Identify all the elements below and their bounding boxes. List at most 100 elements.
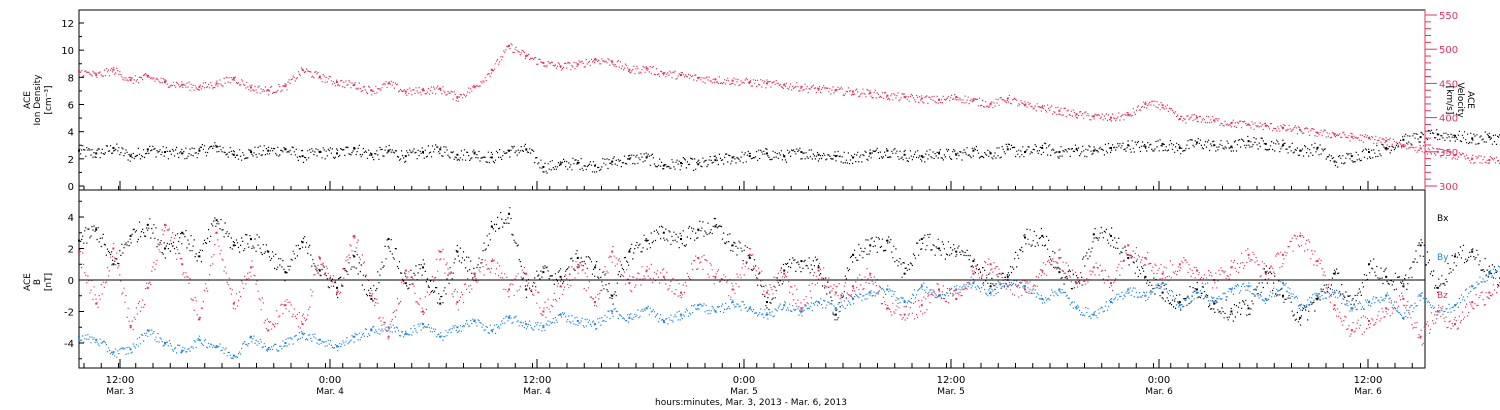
velocity-point	[1264, 124, 1267, 127]
bx-point	[439, 302, 442, 305]
bz-point	[1282, 253, 1284, 256]
by-point	[542, 326, 545, 329]
by-point	[920, 285, 923, 288]
by-point	[215, 345, 218, 348]
by-point	[164, 342, 166, 344]
bx-point	[198, 255, 201, 258]
bz-point	[1075, 282, 1078, 285]
ion-density-point	[594, 164, 596, 167]
bz-point	[250, 266, 252, 269]
by-point	[353, 335, 356, 338]
by-point	[1230, 288, 1233, 291]
ion-density-point	[542, 165, 545, 168]
bx-point	[1471, 250, 1474, 253]
bz-point	[628, 282, 631, 285]
top-right-ylabel-line3: [km/s]	[1444, 86, 1454, 115]
bz-point	[1058, 256, 1061, 259]
ion-density-point	[1419, 136, 1422, 139]
bx-point	[972, 260, 975, 263]
velocity-point	[645, 67, 648, 70]
velocity-point	[731, 79, 734, 82]
bx-point	[834, 313, 837, 316]
bottom-ylabel-line2: B	[33, 279, 43, 285]
bx-point	[1436, 286, 1439, 289]
bx-point	[1161, 291, 1164, 294]
ion-density-point	[938, 152, 940, 155]
ion-density-point	[301, 155, 304, 158]
bz-point	[748, 253, 751, 256]
bx-point	[1058, 271, 1061, 274]
velocity-point	[989, 102, 992, 105]
velocity-point	[662, 72, 665, 75]
top-ylabel-line2: Ion Density	[33, 74, 43, 126]
bottom-left-tick-label: 0	[68, 276, 74, 287]
bx-point	[387, 238, 390, 241]
velocity-point	[1161, 104, 1164, 107]
velocity-point	[1058, 109, 1061, 112]
bz-point	[852, 285, 854, 288]
bz-point	[731, 288, 734, 291]
legend-bx: Bx	[1437, 214, 1449, 224]
by-point	[181, 349, 184, 352]
bx-point	[508, 212, 510, 215]
bz-point	[387, 335, 390, 338]
ion-density-point	[232, 153, 235, 156]
by-point	[1282, 282, 1284, 285]
bz-point	[198, 318, 201, 321]
bx-scatter	[79, 207, 1500, 326]
by-point	[1024, 285, 1026, 288]
velocity-point	[353, 83, 356, 86]
bx-point	[1213, 302, 1216, 305]
ion-density-point	[680, 161, 682, 164]
by-point	[508, 316, 510, 319]
by-point	[1316, 294, 1319, 297]
velocity-point	[1006, 97, 1009, 100]
ion-density-point	[1316, 146, 1319, 149]
velocity-point	[318, 75, 321, 78]
ion-density-point	[1350, 155, 1353, 158]
velocity-point	[1454, 154, 1456, 157]
ion-density-point	[559, 163, 562, 166]
velocity-point	[422, 89, 424, 92]
ion-density-point	[645, 156, 648, 159]
velocity-point	[215, 82, 218, 85]
ion-density-point	[129, 155, 132, 158]
bx-point	[1299, 316, 1302, 319]
by-point	[903, 301, 906, 304]
velocity-point	[198, 85, 201, 88]
bz-scatter	[79, 224, 1500, 346]
by-point	[1178, 304, 1181, 307]
ion-density-point	[473, 152, 476, 155]
bz-point	[353, 234, 356, 237]
bz-point	[232, 302, 235, 305]
by-point	[955, 288, 958, 291]
by-point	[404, 332, 407, 335]
bx-point	[1024, 236, 1026, 239]
by-point	[422, 323, 424, 326]
by-point	[611, 310, 614, 313]
ion-density-point	[1264, 142, 1267, 145]
velocity-point	[576, 63, 579, 66]
bz-point	[422, 310, 424, 313]
velocity-point	[336, 81, 338, 84]
bz-point	[1471, 301, 1474, 304]
bz-point	[645, 269, 648, 272]
by-point	[1350, 307, 1353, 310]
bz-point	[886, 307, 889, 310]
velocity-point	[628, 68, 631, 71]
bx-point	[1127, 256, 1130, 259]
ion-density-point	[422, 151, 424, 154]
bx-point	[215, 219, 218, 222]
ion-density-point	[714, 159, 717, 162]
bz-point	[490, 260, 493, 263]
ion-density-point	[869, 152, 872, 155]
velocity-point	[1282, 126, 1284, 129]
velocity-point	[938, 98, 940, 101]
velocity-point	[525, 55, 528, 58]
bz-point	[164, 223, 166, 226]
by-point	[370, 329, 373, 332]
ion-density-point	[955, 153, 958, 156]
ion-density-point	[439, 148, 442, 151]
velocity-point	[834, 89, 837, 92]
